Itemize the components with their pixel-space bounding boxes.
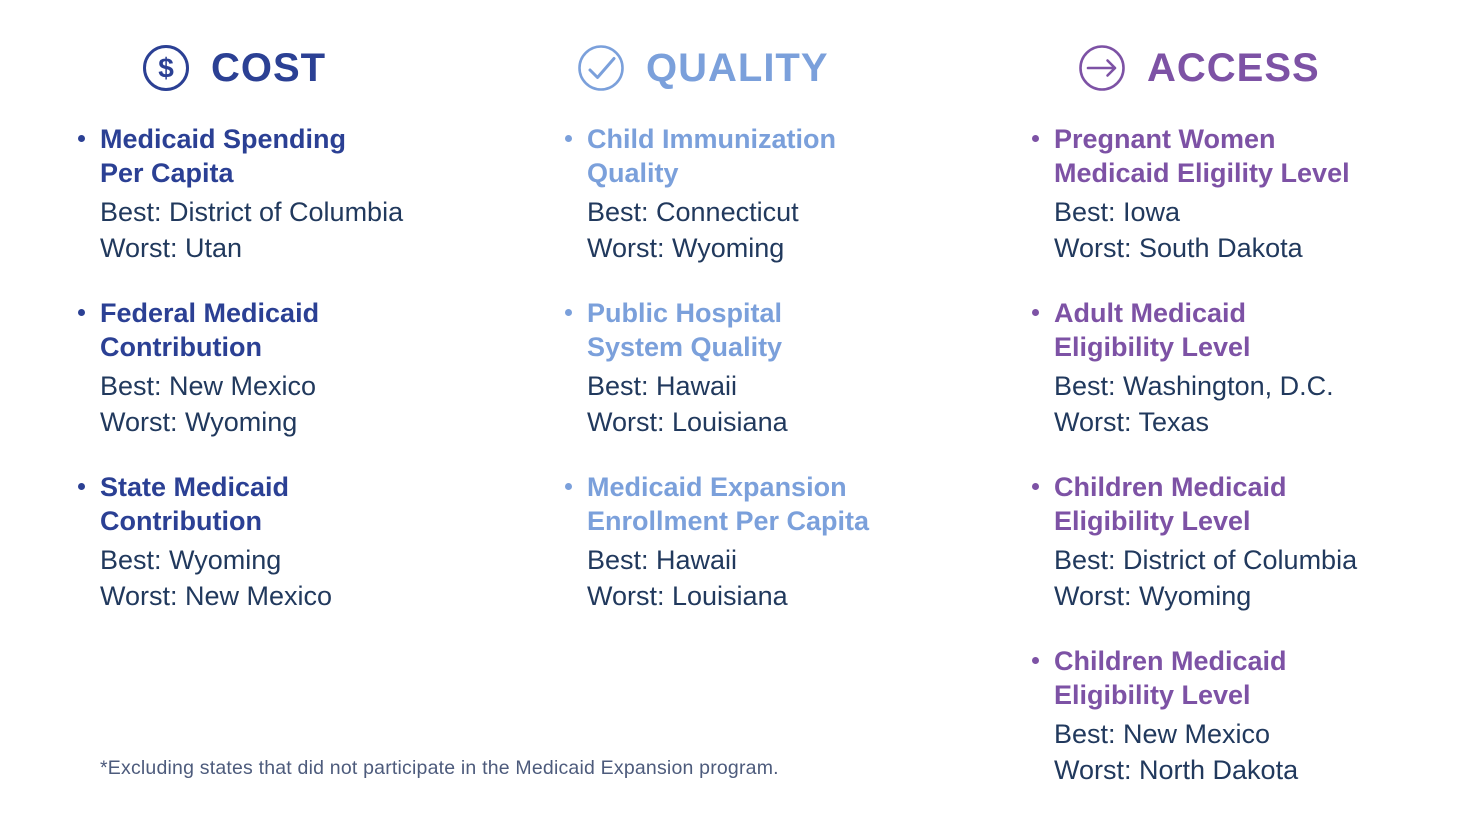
cost-item-list: Medicaid Spending Per Capita Best: Distr… [78, 122, 508, 614]
worst-value: Worst: Utan [100, 233, 243, 263]
quality-item-list: Child Immunization Quality Best: Connect… [565, 122, 995, 614]
item-title-line: Medicaid Eligility Level [1054, 158, 1350, 188]
item-title-line: Children Medicaid [1054, 472, 1287, 502]
column-quality: QUALITY Child Immunization Quality Best:… [565, 44, 995, 644]
item-title-line: Public Hospital [587, 298, 783, 328]
best-value: Best: District of Columbia [100, 197, 404, 227]
column-title-cost: COST [211, 46, 327, 90]
best-value: Best: District of Columbia [1054, 545, 1358, 575]
item-title: Public Hospital System Quality [587, 296, 995, 364]
bullet-icon [565, 135, 572, 142]
bullet-icon [78, 135, 85, 142]
worst-value: Worst: Texas [1054, 407, 1210, 437]
item-title-line: Medicaid Spending [100, 124, 347, 154]
best-value: Best: Wyoming [100, 545, 282, 575]
column-cost-header: $ COST [142, 44, 508, 92]
best-value: Best: Hawaii [587, 371, 738, 401]
best-value: Best: New Mexico [1054, 719, 1271, 749]
worst-value: Worst: Louisiana [587, 581, 788, 611]
svg-text:$: $ [158, 53, 174, 84]
dollar-circle-icon: $ [142, 44, 190, 92]
column-access: ACCESS Pregnant Women Medicaid Eligility… [1032, 44, 1472, 818]
item-title-line: Children Medicaid [1054, 646, 1287, 676]
best-value: Best: New Mexico [100, 371, 317, 401]
access-item-list: Pregnant Women Medicaid Eligility Level … [1032, 122, 1472, 788]
item-title: Medicaid Spending Per Capita [100, 122, 508, 190]
bullet-icon [1032, 483, 1039, 490]
check-circle-icon [577, 44, 625, 92]
bullet-icon [565, 309, 572, 316]
worst-value: Worst: Wyoming [1054, 581, 1252, 611]
column-cost: $ COST Medicaid Spending Per Capita Best… [78, 44, 508, 644]
item-title: Child Immunization Quality [587, 122, 995, 190]
item-title-line: Child Immunization [587, 124, 836, 154]
bullet-icon [78, 483, 85, 490]
worst-value: Worst: Wyoming [100, 407, 298, 437]
best-value: Best: Iowa [1054, 197, 1181, 227]
worst-value: Worst: North Dakota [1054, 755, 1299, 785]
best-value: Best: Washington, D.C. [1054, 371, 1334, 401]
item-title: State Medicaid Contribution [100, 470, 508, 538]
item-title-line: Quality [587, 158, 679, 188]
list-item: Federal Medicaid Contribution Best: New … [78, 296, 508, 440]
list-item: Children Medicaid Eligibility Level Best… [1032, 644, 1472, 788]
column-title-quality: QUALITY [646, 46, 829, 90]
worst-value: Worst: New Mexico [100, 581, 333, 611]
item-title: Adult Medicaid Eligibility Level [1054, 296, 1472, 364]
list-item: Medicaid Expansion Enrollment Per Capita… [565, 470, 995, 614]
list-item: Children Medicaid Eligibility Level Best… [1032, 470, 1472, 614]
item-title-line: System Quality [587, 332, 783, 362]
item-title-line: State Medicaid [100, 472, 290, 502]
item-title-line: Eligibility Level [1054, 332, 1251, 362]
arrow-circle-icon [1078, 44, 1126, 92]
column-access-header: ACCESS [1078, 44, 1472, 92]
item-title-line: Pregnant Women [1054, 124, 1276, 154]
worst-value: Worst: Louisiana [587, 407, 788, 437]
item-title-line: Federal Medicaid [100, 298, 320, 328]
item-title-line: Contribution [100, 332, 262, 362]
column-quality-header: QUALITY [577, 44, 995, 92]
item-title: Federal Medicaid Contribution [100, 296, 508, 364]
worst-value: Worst: South Dakota [1054, 233, 1303, 263]
item-title-line: Per Capita [100, 158, 234, 188]
list-item: Pregnant Women Medicaid Eligility Level … [1032, 122, 1472, 266]
item-title: Children Medicaid Eligibility Level [1054, 644, 1472, 712]
item-title: Pregnant Women Medicaid Eligility Level [1054, 122, 1472, 190]
bullet-icon [565, 483, 572, 490]
list-item: Public Hospital System Quality Best: Haw… [565, 296, 995, 440]
item-title-line: Enrollment Per Capita [587, 506, 870, 536]
bullet-icon [1032, 135, 1039, 142]
item-title-line: Eligibility Level [1054, 506, 1251, 536]
item-title-line: Contribution [100, 506, 262, 536]
bullet-icon [1032, 657, 1039, 664]
bullet-icon [78, 309, 85, 316]
item-title: Children Medicaid Eligibility Level [1054, 470, 1472, 538]
best-value: Best: Connecticut [587, 197, 799, 227]
column-title-access: ACCESS [1147, 46, 1320, 90]
list-item: Child Immunization Quality Best: Connect… [565, 122, 995, 266]
worst-value: Worst: Wyoming [587, 233, 785, 263]
bullet-icon [1032, 309, 1039, 316]
item-title-line: Eligibility Level [1054, 680, 1251, 710]
item-title-line: Medicaid Expansion [587, 472, 847, 502]
item-title-line: Adult Medicaid [1054, 298, 1247, 328]
list-item: Adult Medicaid Eligibility Level Best: W… [1032, 296, 1472, 440]
footnote: *Excluding states that did not participa… [100, 757, 779, 779]
item-title: Medicaid Expansion Enrollment Per Capita [587, 470, 995, 538]
list-item: State Medicaid Contribution Best: Wyomin… [78, 470, 508, 614]
list-item: Medicaid Spending Per Capita Best: Distr… [78, 122, 508, 266]
best-value: Best: Hawaii [587, 545, 738, 575]
